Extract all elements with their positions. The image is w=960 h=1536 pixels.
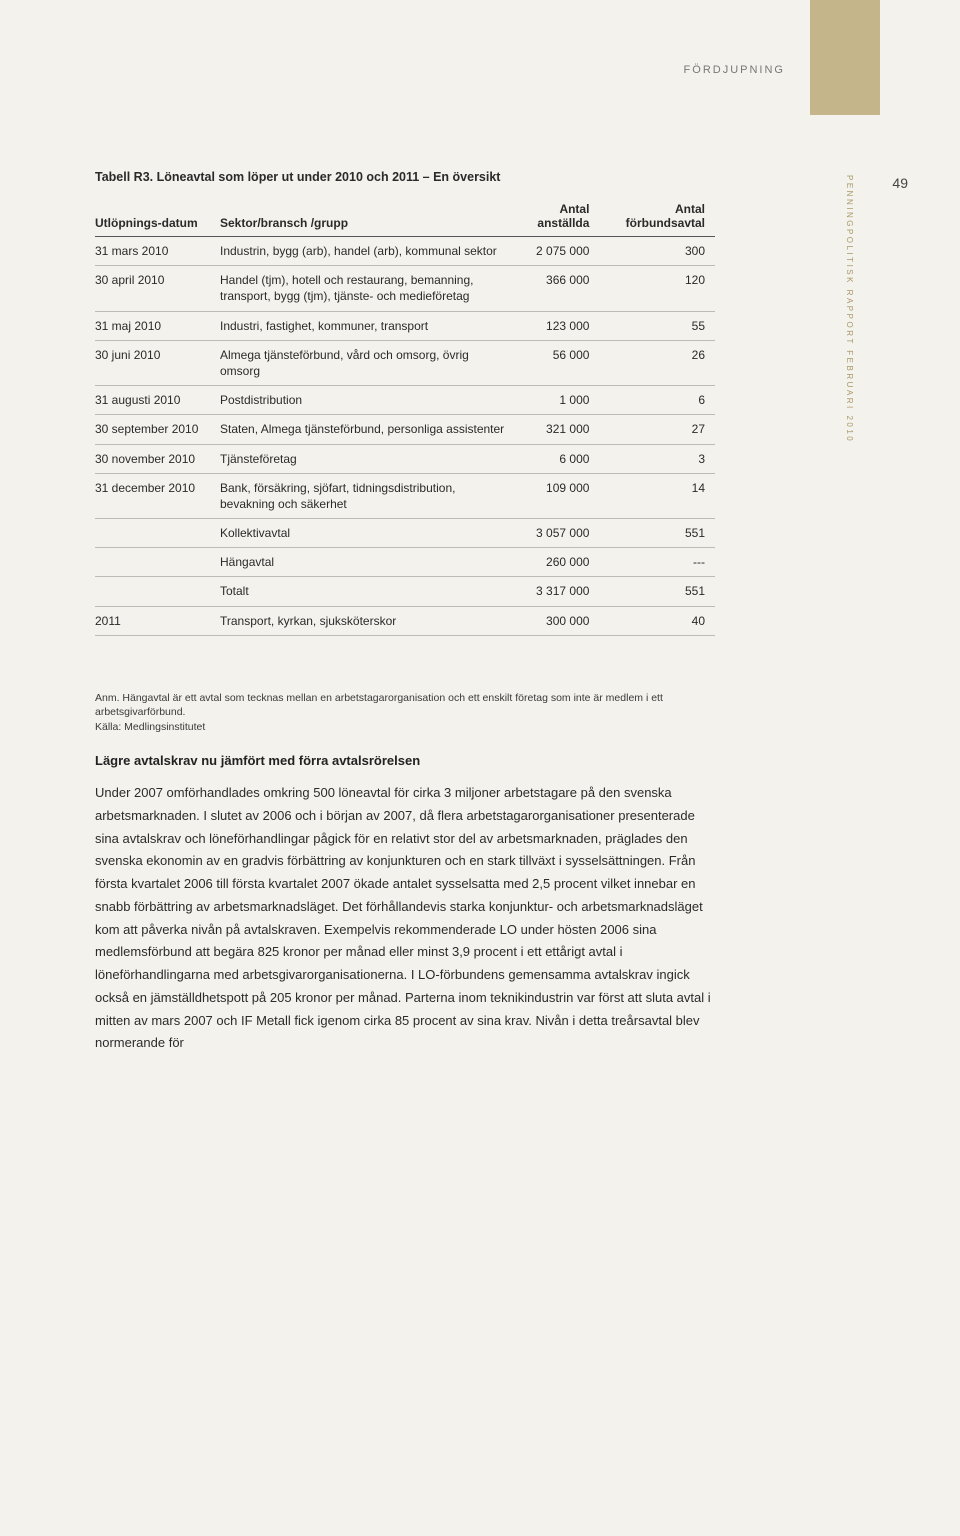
cell-date: 30 september 2010 <box>95 415 220 444</box>
side-running-title: PENNINGPOLITISK RAPPORT FEBRUARI 2010 <box>845 175 854 443</box>
cell-employees: 56 000 <box>517 340 599 385</box>
table-row: 30 juni 2010Almega tjänsteförbund, vård … <box>95 340 715 385</box>
table-caption: Tabell R3. Löneavtal som löper ut under … <box>95 170 715 184</box>
cell-sector: Postdistribution <box>220 386 517 415</box>
table-header-row: Utlöpnings-​datum Sektor/bransch /grupp … <box>95 196 715 237</box>
side-color-block <box>810 0 880 115</box>
cell-agreements: 6 <box>599 386 715 415</box>
cell-employees: 109 000 <box>517 473 599 518</box>
body-paragraph: Under 2007 omförhandlades omkring 500 lö… <box>95 782 715 1055</box>
cell-agreements: 40 <box>599 606 715 635</box>
cell-agreements: 27 <box>599 415 715 444</box>
cell-employees: 123 000 <box>517 311 599 340</box>
cell-sector: Tjänsteföretag <box>220 444 517 473</box>
cell-date: 31 december 2010 <box>95 473 220 518</box>
cell-date <box>95 548 220 577</box>
cell-date: 31 mars 2010 <box>95 237 220 266</box>
cell-sector: Industrin, bygg (arb), handel (arb), kom… <box>220 237 517 266</box>
cell-employees: 260 000 <box>517 548 599 577</box>
cell-sector: Handel (tjm), hotell och restaurang, bem… <box>220 266 517 311</box>
cell-sector: Industri, fastighet, kommuner, transport <box>220 311 517 340</box>
cell-date <box>95 519 220 548</box>
col-agreements-header: Antalförbundsavtal <box>599 196 715 237</box>
cell-date: 31 augusti 2010 <box>95 386 220 415</box>
cell-agreements: 300 <box>599 237 715 266</box>
cell-agreements: 3 <box>599 444 715 473</box>
wage-agreements-table: Utlöpnings-​datum Sektor/bransch /grupp … <box>95 196 715 636</box>
cell-employees: 300 000 <box>517 606 599 635</box>
cell-agreements: 14 <box>599 473 715 518</box>
cell-agreements: 55 <box>599 311 715 340</box>
cell-sector: Staten, Almega tjänsteförbund, personlig… <box>220 415 517 444</box>
cell-employees: 3 317 000 <box>517 577 599 606</box>
cell-sector: Kollektivavtal <box>220 519 517 548</box>
table-row: 2011Transport, kyrkan, sjuksköterskor300… <box>95 606 715 635</box>
cell-employees: 6 000 <box>517 444 599 473</box>
table-row: 31 mars 2010Industrin, bygg (arb), hande… <box>95 237 715 266</box>
cell-date: 30 juni 2010 <box>95 340 220 385</box>
cell-agreements: --- <box>599 548 715 577</box>
table-footnote: Anm. Hängavtal är ett avtal som tecknas … <box>95 691 715 719</box>
cell-agreements: 551 <box>599 519 715 548</box>
cell-date <box>95 577 220 606</box>
col-employees-header: Antalanställda <box>517 196 599 237</box>
col-date-header: Utlöpnings-​datum <box>95 196 220 237</box>
cell-sector: Transport, kyrkan, sjuksköterskor <box>220 606 517 635</box>
col-sector-header: Sektor/bransch /grupp <box>220 196 517 237</box>
section-subheading: Lägre avtalskrav nu jämfört med förra av… <box>95 753 715 768</box>
cell-employees: 1 000 <box>517 386 599 415</box>
table-row: 31 maj 2010Industri, fastighet, kommuner… <box>95 311 715 340</box>
table-row: 31 augusti 2010Postdistribution1 0006 <box>95 386 715 415</box>
cell-date: 30 november 2010 <box>95 444 220 473</box>
cell-employees: 366 000 <box>517 266 599 311</box>
cell-agreements: 26 <box>599 340 715 385</box>
cell-sector: Almega tjänsteförbund, vård och omsorg, … <box>220 340 517 385</box>
cell-date: 30 april 2010 <box>95 266 220 311</box>
table-row: 30 november 2010Tjänsteföretag6 0003 <box>95 444 715 473</box>
cell-agreements: 120 <box>599 266 715 311</box>
table-row: Kollektivavtal3 057 000551 <box>95 519 715 548</box>
cell-employees: 3 057 000 <box>517 519 599 548</box>
cell-sector: Hängavtal <box>220 548 517 577</box>
table-row: Hängavtal260 000--- <box>95 548 715 577</box>
cell-sector: Totalt <box>220 577 517 606</box>
cell-agreements: 551 <box>599 577 715 606</box>
cell-sector: Bank, försäkring, sjöfart, tidningsdistr… <box>220 473 517 518</box>
table-source: Källa: Medlingsinstitutet <box>95 721 715 733</box>
table-row: 31 december 2010Bank, försäkring, sjöfar… <box>95 473 715 518</box>
page-number: 49 <box>892 175 908 191</box>
table-row: 30 april 2010Handel (tjm), hotell och re… <box>95 266 715 311</box>
content-column: Tabell R3. Löneavtal som löper ut under … <box>95 170 715 1055</box>
cell-employees: 321 000 <box>517 415 599 444</box>
section-header-label: FÖRDJUPNING <box>684 64 785 76</box>
cell-date: 31 maj 2010 <box>95 311 220 340</box>
document-page: FÖRDJUPNING PENNINGPOLITISK RAPPORT FEBR… <box>0 0 960 1536</box>
cell-date: 2011 <box>95 606 220 635</box>
table-row: Totalt3 317 000551 <box>95 577 715 606</box>
cell-employees: 2 075 000 <box>517 237 599 266</box>
table-row: 30 september 2010Staten, Almega tjänstef… <box>95 415 715 444</box>
